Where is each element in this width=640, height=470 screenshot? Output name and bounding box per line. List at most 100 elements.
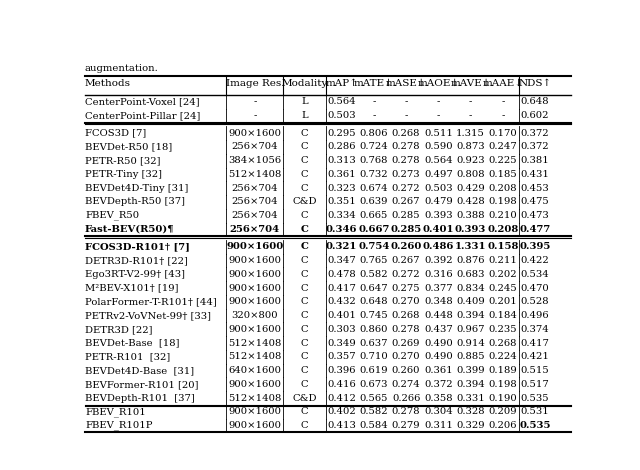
Text: 0.347: 0.347 bbox=[327, 256, 356, 265]
Text: 0.754: 0.754 bbox=[358, 242, 390, 251]
Text: 0.304: 0.304 bbox=[424, 407, 452, 416]
Text: -: - bbox=[253, 97, 257, 107]
Text: 0.564: 0.564 bbox=[327, 97, 356, 107]
Text: 0.416: 0.416 bbox=[327, 380, 356, 389]
Text: 0.808: 0.808 bbox=[456, 170, 485, 179]
Text: 0.208: 0.208 bbox=[487, 225, 518, 234]
Text: mAP↑: mAP↑ bbox=[325, 79, 358, 88]
Text: CenterPoint-Voxel [24]: CenterPoint-Voxel [24] bbox=[85, 97, 200, 107]
Text: 0.260: 0.260 bbox=[390, 242, 422, 251]
Text: 512×1408: 512×1408 bbox=[228, 338, 282, 347]
Text: 900×1600: 900×1600 bbox=[228, 325, 282, 334]
Text: 0.647: 0.647 bbox=[360, 283, 388, 292]
Text: 0.417: 0.417 bbox=[521, 338, 550, 347]
Text: 0.535: 0.535 bbox=[521, 393, 549, 402]
Text: 0.377: 0.377 bbox=[424, 283, 452, 292]
Text: 0.393: 0.393 bbox=[424, 211, 452, 220]
Text: BEVDepth-R50 [37]: BEVDepth-R50 [37] bbox=[85, 197, 185, 206]
Text: C: C bbox=[301, 325, 308, 334]
Text: FBEV_R50: FBEV_R50 bbox=[85, 211, 139, 220]
Text: 0.372: 0.372 bbox=[521, 142, 549, 151]
Text: 0.372: 0.372 bbox=[424, 380, 452, 389]
Text: 0.511: 0.511 bbox=[424, 129, 452, 138]
Text: L: L bbox=[301, 111, 308, 120]
Text: Modality: Modality bbox=[281, 79, 328, 88]
Text: 0.497: 0.497 bbox=[424, 170, 452, 179]
Text: 0.278: 0.278 bbox=[392, 156, 420, 165]
Text: 0.260: 0.260 bbox=[392, 366, 420, 375]
Text: C: C bbox=[301, 283, 308, 292]
Text: 0.639: 0.639 bbox=[360, 197, 388, 206]
Text: 0.412: 0.412 bbox=[327, 393, 356, 402]
Text: 0.392: 0.392 bbox=[424, 256, 452, 265]
Text: 0.503: 0.503 bbox=[327, 111, 356, 120]
Text: C: C bbox=[301, 421, 308, 430]
Text: 384×1056: 384×1056 bbox=[228, 156, 282, 165]
Text: 0.768: 0.768 bbox=[360, 156, 388, 165]
Text: 0.245: 0.245 bbox=[488, 283, 517, 292]
Text: 1.331: 1.331 bbox=[455, 242, 486, 251]
Text: 0.486: 0.486 bbox=[422, 242, 454, 251]
Text: 0.329: 0.329 bbox=[456, 421, 485, 430]
Text: 0.648: 0.648 bbox=[360, 297, 388, 306]
Text: 0.372: 0.372 bbox=[521, 129, 549, 138]
Text: 0.528: 0.528 bbox=[521, 297, 549, 306]
Text: 0.590: 0.590 bbox=[424, 142, 452, 151]
Text: 0.475: 0.475 bbox=[521, 197, 550, 206]
Text: 0.267: 0.267 bbox=[392, 256, 420, 265]
Text: 0.834: 0.834 bbox=[456, 283, 485, 292]
Text: 0.269: 0.269 bbox=[392, 338, 420, 347]
Text: 0.278: 0.278 bbox=[392, 325, 420, 334]
Text: 0.272: 0.272 bbox=[392, 184, 420, 193]
Text: 256×704: 256×704 bbox=[232, 142, 278, 151]
Text: C: C bbox=[301, 211, 308, 220]
Text: C: C bbox=[301, 380, 308, 389]
Text: 0.665: 0.665 bbox=[360, 211, 388, 220]
Text: 0.584: 0.584 bbox=[360, 421, 388, 430]
Text: -: - bbox=[253, 111, 257, 120]
Text: 0.270: 0.270 bbox=[392, 352, 420, 361]
Text: mASE↓: mASE↓ bbox=[386, 79, 426, 88]
Text: 640×1600: 640×1600 bbox=[228, 366, 282, 375]
Text: C: C bbox=[301, 270, 308, 279]
Text: C: C bbox=[301, 156, 308, 165]
Text: -: - bbox=[404, 111, 408, 120]
Text: 0.396: 0.396 bbox=[328, 366, 356, 375]
Text: DETR3D [22]: DETR3D [22] bbox=[85, 325, 152, 334]
Text: C: C bbox=[301, 142, 308, 151]
Text: C: C bbox=[301, 297, 308, 306]
Text: 0.198: 0.198 bbox=[488, 197, 517, 206]
Text: 900×1600: 900×1600 bbox=[228, 380, 282, 389]
Text: 0.267: 0.267 bbox=[392, 197, 420, 206]
Text: 0.724: 0.724 bbox=[360, 142, 388, 151]
Text: 0.564: 0.564 bbox=[424, 156, 452, 165]
Text: 0.185: 0.185 bbox=[488, 170, 517, 179]
Text: 0.285: 0.285 bbox=[392, 211, 420, 220]
Text: C&D: C&D bbox=[292, 393, 317, 402]
Text: 0.270: 0.270 bbox=[392, 297, 420, 306]
Text: DETR3D-R101† [22]: DETR3D-R101† [22] bbox=[85, 256, 188, 265]
Text: PETR-Tiny [32]: PETR-Tiny [32] bbox=[85, 170, 162, 179]
Text: 0.431: 0.431 bbox=[521, 170, 550, 179]
Text: M²BEV-X101† [19]: M²BEV-X101† [19] bbox=[85, 283, 179, 292]
Text: BEVDet4D-Tiny [31]: BEVDet4D-Tiny [31] bbox=[85, 184, 188, 193]
Text: -: - bbox=[469, 111, 472, 120]
Text: 0.272: 0.272 bbox=[392, 270, 420, 279]
Text: -: - bbox=[372, 111, 376, 120]
Text: CenterPoint-Pillar [24]: CenterPoint-Pillar [24] bbox=[85, 111, 200, 120]
Text: PETRv2-VoVNet-99† [33]: PETRv2-VoVNet-99† [33] bbox=[85, 311, 211, 320]
Text: 0.478: 0.478 bbox=[327, 270, 356, 279]
Text: 0.268: 0.268 bbox=[392, 129, 420, 138]
Text: 0.914: 0.914 bbox=[456, 338, 485, 347]
Text: 0.432: 0.432 bbox=[327, 297, 356, 306]
Text: 0.402: 0.402 bbox=[327, 407, 356, 416]
Text: BEVFormer-R101 [20]: BEVFormer-R101 [20] bbox=[85, 380, 198, 389]
Text: 0.531: 0.531 bbox=[521, 407, 550, 416]
Text: 0.268: 0.268 bbox=[488, 338, 517, 347]
Text: 0.202: 0.202 bbox=[488, 270, 517, 279]
Text: PolarFormer-T-R101† [44]: PolarFormer-T-R101† [44] bbox=[85, 297, 217, 306]
Text: 0.437: 0.437 bbox=[424, 325, 452, 334]
Text: 512×1408: 512×1408 bbox=[228, 352, 282, 361]
Text: 320×800: 320×800 bbox=[232, 311, 278, 320]
Text: 0.357: 0.357 bbox=[327, 352, 356, 361]
